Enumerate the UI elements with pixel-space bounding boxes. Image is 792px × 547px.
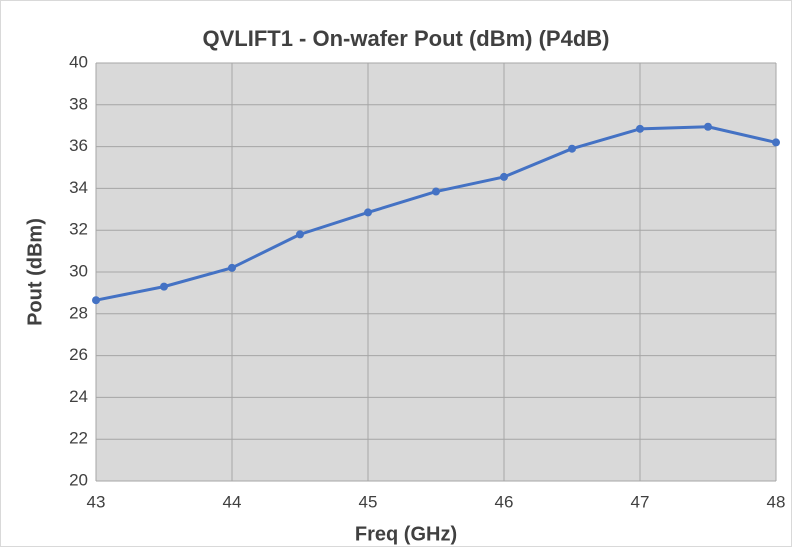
y-tick-label: 30	[69, 261, 88, 280]
y-tick-label: 36	[69, 136, 88, 155]
data-point	[160, 282, 168, 291]
data-point	[228, 263, 236, 272]
y-tick-label: 22	[69, 429, 88, 448]
x-tick-label: 47	[631, 492, 650, 511]
y-tick-label: 20	[69, 470, 88, 489]
data-point	[568, 144, 576, 153]
x-tick-label: 45	[359, 492, 378, 511]
y-axis-title: Pout (dBm)	[24, 218, 46, 326]
y-tick-label: 28	[69, 303, 88, 322]
y-tick-label: 34	[69, 178, 88, 197]
data-point	[500, 172, 508, 181]
y-tick-label: 38	[69, 94, 88, 113]
data-point	[704, 122, 712, 131]
data-point	[636, 124, 644, 133]
x-axis-title: Freq (GHz)	[355, 523, 457, 545]
chart-title: QVLIFT1 - On-wafer Pout (dBm) (P4dB)	[203, 26, 610, 51]
x-tick-label: 48	[767, 492, 786, 511]
x-tick-label: 43	[87, 492, 106, 511]
y-tick-label: 24	[69, 387, 88, 406]
data-point	[92, 296, 100, 305]
data-point	[364, 208, 372, 217]
x-tick-label: 44	[223, 492, 242, 511]
data-point	[432, 187, 440, 196]
data-point	[296, 230, 304, 239]
y-tick-label: 26	[69, 345, 88, 364]
x-tick-label: 46	[495, 492, 514, 511]
y-tick-label: 40	[69, 52, 88, 71]
y-tick-label: 32	[69, 220, 88, 239]
data-point	[772, 138, 780, 147]
